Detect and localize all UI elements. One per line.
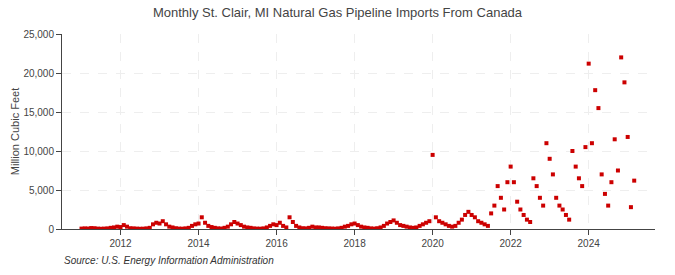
svg-text:Source: U.S. Energy Informatio: Source: U.S. Energy Information Administ… xyxy=(64,255,274,266)
svg-text:2012: 2012 xyxy=(109,238,132,249)
svg-text:Monthly St. Clair, MI Natural: Monthly St. Clair, MI Natural Gas Pipeli… xyxy=(153,5,523,20)
svg-text:5,000: 5,000 xyxy=(29,185,54,196)
svg-text:25,000: 25,000 xyxy=(23,29,54,40)
svg-text:2022: 2022 xyxy=(500,238,523,249)
svg-text:10,000: 10,000 xyxy=(23,146,54,157)
svg-text:0: 0 xyxy=(48,224,54,235)
svg-text:15,000: 15,000 xyxy=(23,107,54,118)
svg-text:Million Cubic Feet: Million Cubic Feet xyxy=(9,88,21,175)
svg-text:20,000: 20,000 xyxy=(23,68,54,79)
svg-text:2016: 2016 xyxy=(265,238,288,249)
svg-text:2024: 2024 xyxy=(578,238,601,249)
svg-text:2014: 2014 xyxy=(187,238,210,249)
svg-text:2020: 2020 xyxy=(422,238,445,249)
svg-text:2018: 2018 xyxy=(343,238,366,249)
